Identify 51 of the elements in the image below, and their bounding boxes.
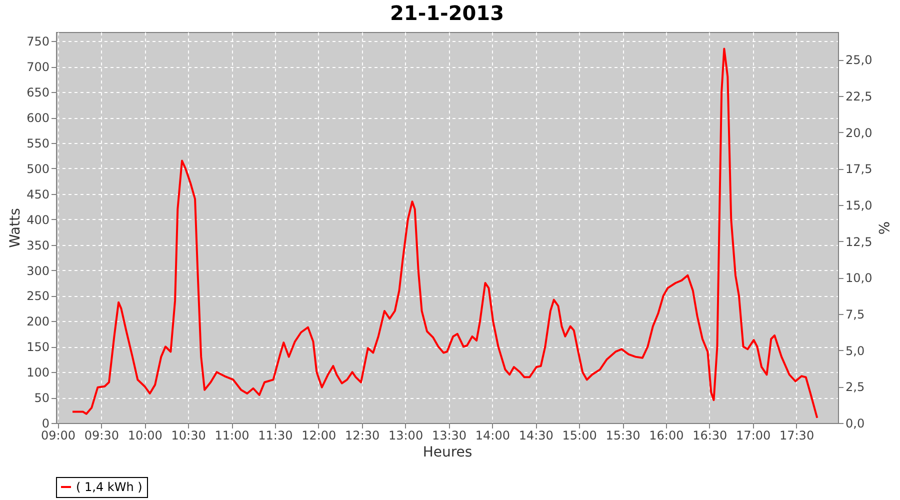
y-tick-label: 550	[26, 136, 50, 150]
x-tick-label: 11:30	[258, 428, 293, 442]
chart-title: 21-1-2013	[390, 1, 504, 25]
legend-label: ( 1,4 kWh )	[76, 480, 142, 494]
x-tick-label: 12:30	[345, 428, 380, 442]
x-tick-label: 13:30	[432, 428, 467, 442]
y-tick-label: 150	[26, 340, 50, 354]
y2-tick-label: 2,5	[846, 380, 865, 394]
y-tick-label: 50	[34, 391, 50, 406]
x-tick-label: 16:00	[649, 428, 684, 442]
y2-tick-label: 20,0	[846, 126, 872, 140]
x-tick-label: 09:30	[84, 428, 119, 442]
y-tick-label: 750	[26, 34, 50, 49]
x-tick-label: 10:30	[171, 428, 206, 442]
y-tick-label: 0	[42, 416, 50, 430]
y2-tick-label: 25,0	[846, 53, 872, 68]
y-tick-label: 200	[26, 314, 50, 329]
y2-tick-label: 7,5	[846, 307, 865, 322]
y-tick-label: 500	[26, 162, 50, 176]
y-tick-label: 100	[26, 366, 50, 380]
x-tick-label: 11:00	[214, 428, 250, 442]
x-tick-label: 14:00	[475, 428, 510, 442]
x-tick-label: 16:30	[692, 428, 728, 442]
y-tick-label: 600	[26, 111, 50, 126]
y2-tick-label: 5,0	[846, 344, 865, 358]
y2-tick-label: 17,5	[846, 162, 872, 176]
x-tick-label: 10:00	[128, 428, 162, 442]
x-tick-label: 13:00	[388, 428, 424, 442]
y2-tick-label: 12,5	[846, 234, 872, 249]
y-axis-title: Watts	[8, 208, 24, 248]
x-tick-label: 15:30	[606, 428, 640, 442]
x-axis-title: Heures	[422, 444, 472, 460]
y2-tick-label: 15,0	[846, 198, 872, 212]
y-tick-label: 250	[26, 289, 50, 304]
y-tick-label: 650	[26, 86, 50, 100]
y2-tick-label: 22,5	[846, 89, 872, 104]
y-tick-label: 450	[26, 187, 50, 202]
line-series	[72, 48, 818, 419]
x-tick-label: 14:30	[518, 428, 554, 442]
x-tick-label: 17:30	[779, 428, 814, 442]
y-tick-label: 350	[26, 238, 50, 252]
x-tick-label: 09:00	[40, 428, 76, 442]
x-tick-label: 12:00	[302, 428, 336, 442]
y-tick-label: 700	[26, 60, 50, 74]
y-tick-label: 400	[26, 212, 50, 227]
y2-tick-label: 10,0	[846, 271, 872, 286]
y2-tick-label: 0,0	[846, 416, 865, 430]
x-tick-label: 17:00	[736, 428, 771, 442]
y-tick-label: 300	[26, 264, 50, 278]
x-tick-label: 15:00	[562, 428, 597, 442]
y2-axis-title: %	[875, 221, 892, 235]
